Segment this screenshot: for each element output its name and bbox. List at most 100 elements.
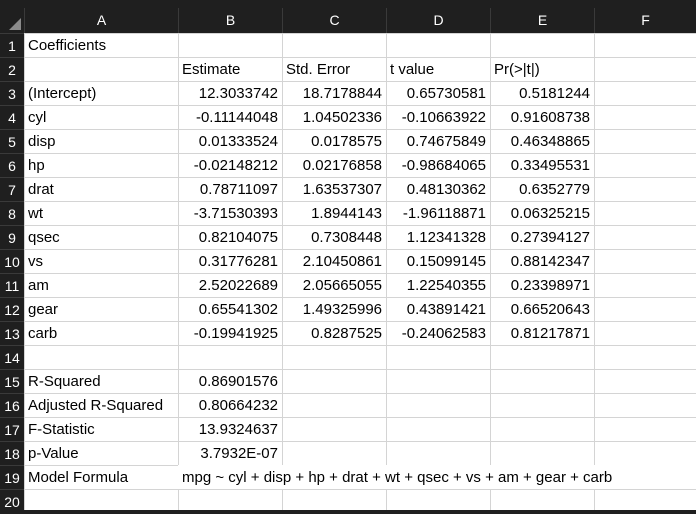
- cell-a15[interactable]: R-Squared: [28, 373, 101, 390]
- cell-c9[interactable]: 0.7308448: [311, 229, 382, 246]
- cell-e11[interactable]: 0.23398971: [510, 277, 590, 294]
- cell-c13[interactable]: 0.8287525: [311, 325, 382, 342]
- column-header-e[interactable]: E: [490, 8, 594, 33]
- cell-a4[interactable]: cyl: [28, 109, 47, 126]
- column-header-a[interactable]: A: [24, 8, 178, 33]
- cell-a9[interactable]: qsec: [28, 229, 60, 246]
- cell-b3[interactable]: 12.3033742: [198, 85, 278, 102]
- cell-b19[interactable]: mpg ~ cyl + disp + hp + drat + wt + qsec…: [178, 465, 696, 489]
- row-header[interactable]: 11: [0, 273, 24, 297]
- cell-b4[interactable]: -0.11144048: [195, 109, 278, 126]
- cell-b9[interactable]: 0.82104075: [198, 229, 278, 246]
- cell-c6[interactable]: 0.02176858: [302, 157, 382, 174]
- cell-c3[interactable]: 18.7178844: [302, 85, 382, 102]
- cell-b12[interactable]: 0.65541302: [198, 301, 278, 318]
- row-header[interactable]: 8: [0, 201, 24, 225]
- cell-d11[interactable]: 1.22540355: [406, 277, 486, 294]
- cell-c8[interactable]: 1.8944143: [311, 205, 382, 222]
- cell-a6[interactable]: hp: [28, 157, 45, 174]
- cell-d10[interactable]: 0.15099145: [406, 253, 486, 270]
- cell-c12[interactable]: 1.49325996: [302, 301, 382, 318]
- cell-a3[interactable]: (Intercept): [28, 85, 97, 102]
- select-all-corner[interactable]: [0, 0, 24, 33]
- cell-e2[interactable]: Pr(>|t|): [494, 61, 540, 78]
- cell-b10[interactable]: 0.31776281: [198, 253, 278, 270]
- row-header[interactable]: 5: [0, 129, 24, 153]
- column-header-f[interactable]: F: [594, 8, 696, 33]
- cell-a11[interactable]: am: [28, 277, 49, 294]
- row-header[interactable]: 15: [0, 369, 24, 393]
- row-header[interactable]: 7: [0, 177, 24, 201]
- cell-a17[interactable]: F-Statistic: [28, 421, 95, 438]
- cell-c10[interactable]: 2.10450861: [302, 253, 382, 270]
- row-header[interactable]: 9: [0, 225, 24, 249]
- cell-e12[interactable]: 0.66520643: [510, 301, 590, 318]
- row-header[interactable]: 10: [0, 249, 24, 273]
- cell-b16[interactable]: 0.80664232: [198, 397, 278, 414]
- cell-a7[interactable]: drat: [28, 181, 54, 198]
- cell-c7[interactable]: 1.63537307: [302, 181, 382, 198]
- row-header[interactable]: 6: [0, 153, 24, 177]
- cell-a1[interactable]: Coefficients: [28, 37, 107, 54]
- cell-e4[interactable]: 0.91608738: [510, 109, 590, 126]
- row-header[interactable]: 17: [0, 417, 24, 441]
- cell-a5[interactable]: disp: [28, 133, 56, 150]
- cell-e7[interactable]: 0.6352779: [519, 181, 590, 198]
- column-header-d[interactable]: D: [386, 8, 490, 33]
- cell-a13[interactable]: carb: [28, 325, 58, 342]
- cell-b15[interactable]: 0.86901576: [198, 373, 278, 390]
- cell-d6[interactable]: -0.98684065: [401, 157, 486, 174]
- cell-d5[interactable]: 0.74675849: [406, 133, 486, 150]
- cell-b18[interactable]: 3.7932E-07: [200, 445, 278, 462]
- cell-c2[interactable]: Std. Error: [286, 61, 351, 78]
- cell-a18[interactable]: p-Value: [28, 445, 79, 462]
- cell-c5[interactable]: 0.0178575: [311, 133, 382, 150]
- cell-a16[interactable]: Adjusted R-Squared: [28, 397, 164, 414]
- row-header[interactable]: 4: [0, 105, 24, 129]
- cell-e6[interactable]: 0.33495531: [510, 157, 590, 174]
- row-header[interactable]: 20: [0, 489, 24, 513]
- cell-b7[interactable]: 0.78711097: [199, 181, 278, 198]
- cell-a19[interactable]: Model Formula: [28, 469, 129, 486]
- cell-grid[interactable]: Coefficients Estimate Std. Error t value…: [24, 33, 696, 510]
- cell-e9[interactable]: 0.27394127: [510, 229, 590, 246]
- cell-b13[interactable]: -0.19941925: [193, 325, 278, 342]
- gridline: [386, 33, 387, 510]
- cell-d9[interactable]: 1.12341328: [406, 229, 486, 246]
- cell-e8[interactable]: 0.06325215: [510, 205, 590, 222]
- row-header[interactable]: 14: [0, 345, 24, 369]
- cell-d12[interactable]: 0.43891421: [406, 301, 486, 318]
- row-header[interactable]: 16: [0, 393, 24, 417]
- cell-e13[interactable]: 0.81217871: [510, 325, 590, 342]
- cell-b6[interactable]: -0.02148212: [193, 157, 278, 174]
- select-all-triangle-icon: [9, 18, 21, 30]
- cell-d2[interactable]: t value: [390, 61, 435, 78]
- cell-b5[interactable]: 0.01333524: [198, 133, 278, 150]
- row-header[interactable]: 1: [0, 33, 24, 57]
- cell-e10[interactable]: 0.88142347: [510, 253, 590, 270]
- cell-d8[interactable]: -1.96118871: [402, 205, 486, 222]
- cell-b17[interactable]: 13.9324637: [198, 421, 278, 438]
- cell-c4[interactable]: 1.04502336: [302, 109, 382, 126]
- cell-d4[interactable]: -0.10663922: [401, 109, 486, 126]
- row-header[interactable]: 12: [0, 297, 24, 321]
- row-header[interactable]: 19: [0, 465, 24, 489]
- cell-e5[interactable]: 0.46348865: [510, 133, 590, 150]
- cell-b11[interactable]: 2.52022689: [198, 277, 278, 294]
- cell-e3[interactable]: 0.5181244: [519, 85, 590, 102]
- row-header[interactable]: 2: [0, 57, 24, 81]
- cell-a10[interactable]: vs: [28, 253, 43, 270]
- cell-a12[interactable]: gear: [28, 301, 59, 318]
- row-header[interactable]: 13: [0, 321, 24, 345]
- row-header[interactable]: 3: [0, 81, 24, 105]
- column-header-b[interactable]: B: [178, 8, 282, 33]
- cell-a8[interactable]: wt: [28, 205, 43, 222]
- cell-d13[interactable]: -0.24062583: [401, 325, 486, 342]
- cell-b8[interactable]: -3.71530393: [193, 205, 278, 222]
- cell-c11[interactable]: 2.05665055: [302, 277, 382, 294]
- cell-b2[interactable]: Estimate: [182, 61, 241, 78]
- column-header-c[interactable]: C: [282, 8, 386, 33]
- row-header[interactable]: 18: [0, 441, 24, 465]
- cell-d3[interactable]: 0.65730581: [406, 85, 486, 102]
- cell-d7[interactable]: 0.48130362: [406, 181, 486, 198]
